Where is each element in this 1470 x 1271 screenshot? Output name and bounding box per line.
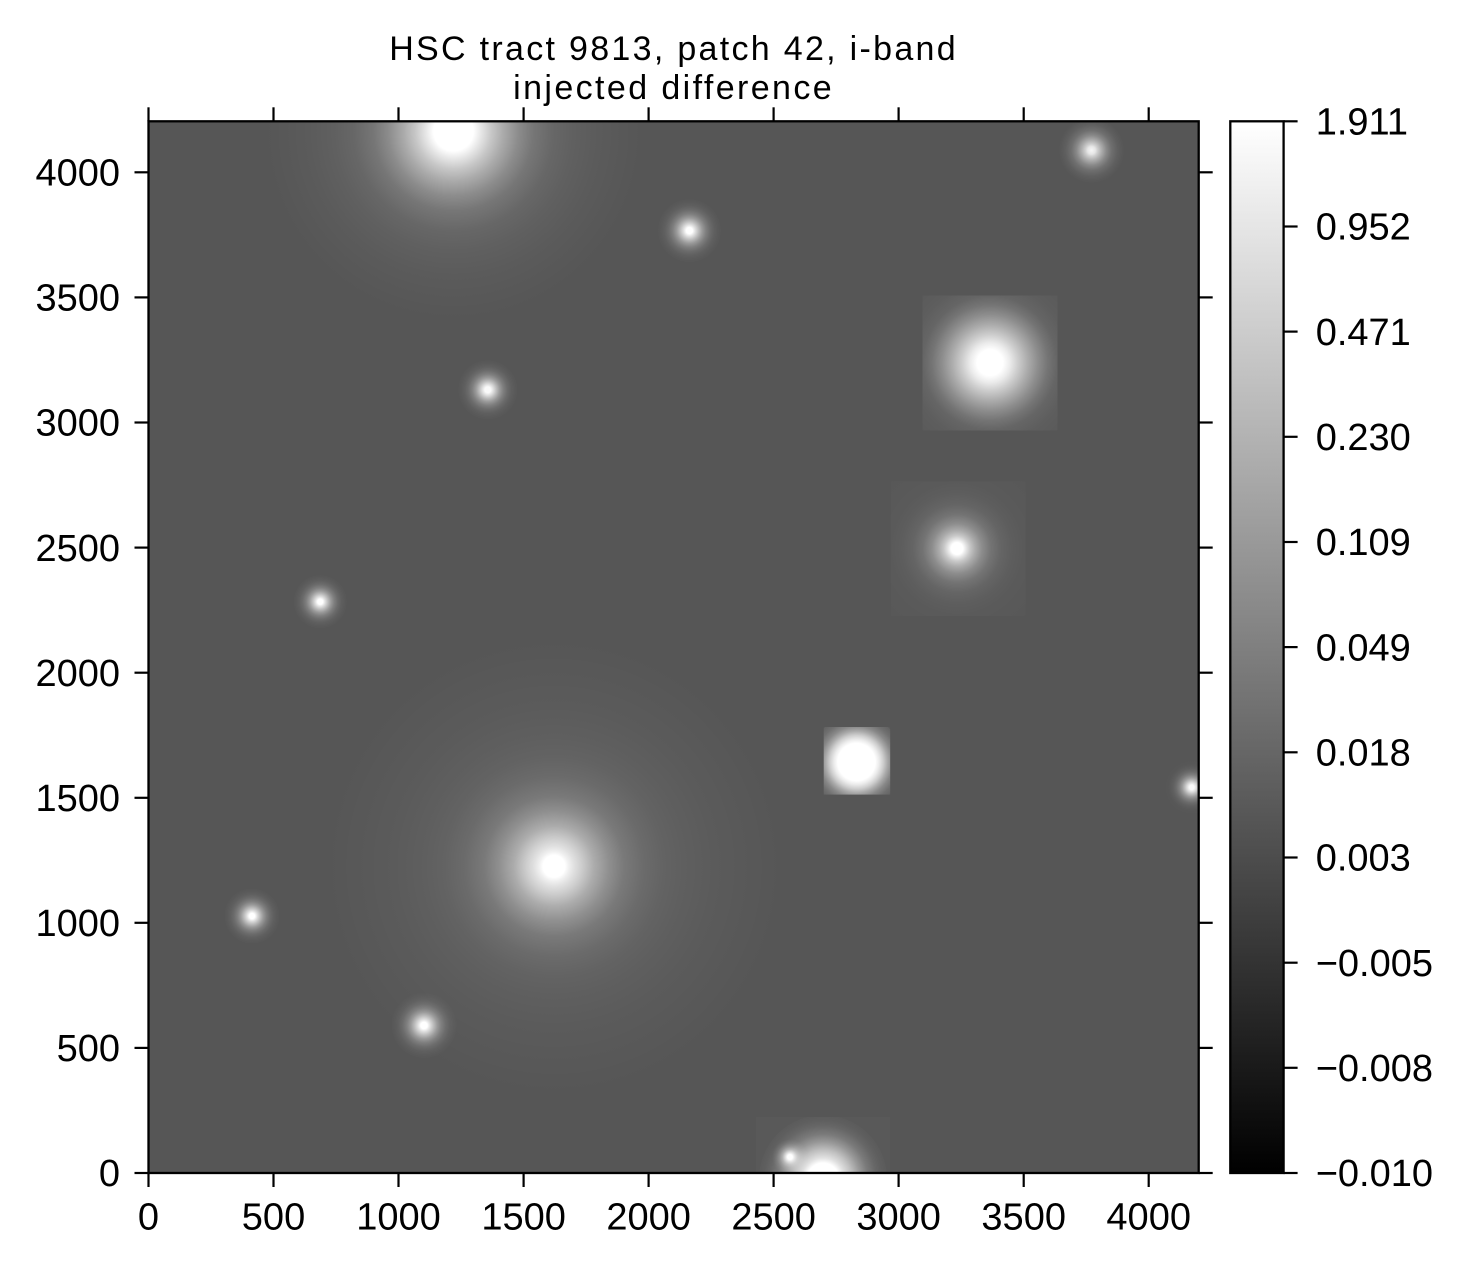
- svg-text:2000: 2000: [35, 653, 120, 695]
- svg-text:injected difference: injected difference: [513, 69, 834, 107]
- svg-text:1000: 1000: [356, 1197, 441, 1239]
- svg-text:1000: 1000: [35, 903, 120, 945]
- svg-text:3000: 3000: [856, 1197, 941, 1239]
- svg-text:−0.010: −0.010: [1316, 1153, 1433, 1195]
- svg-text:4000: 4000: [1106, 1197, 1191, 1239]
- svg-text:3500: 3500: [981, 1197, 1066, 1239]
- svg-text:0: 0: [99, 1153, 120, 1195]
- svg-text:2500: 2500: [731, 1197, 816, 1239]
- svg-text:0.109: 0.109: [1316, 522, 1411, 564]
- svg-text:1.911: 1.911: [1316, 102, 1408, 144]
- svg-text:1500: 1500: [481, 1197, 566, 1239]
- svg-text:0.471: 0.471: [1316, 312, 1411, 354]
- svg-text:0.049: 0.049: [1316, 627, 1411, 669]
- svg-text:HSC tract 9813, patch 42, i-ba: HSC tract 9813, patch 42, i-band: [389, 30, 958, 68]
- svg-text:0.952: 0.952: [1316, 207, 1411, 249]
- svg-text:500: 500: [57, 1028, 120, 1070]
- svg-text:1500: 1500: [35, 778, 120, 820]
- svg-text:−0.005: −0.005: [1316, 943, 1433, 985]
- svg-text:−0.008: −0.008: [1316, 1048, 1433, 1090]
- svg-text:0.003: 0.003: [1316, 838, 1411, 880]
- svg-text:3500: 3500: [35, 278, 120, 320]
- svg-text:3000: 3000: [35, 403, 120, 445]
- svg-text:0.230: 0.230: [1316, 417, 1411, 459]
- svg-text:2000: 2000: [606, 1197, 691, 1239]
- svg-text:0.018: 0.018: [1316, 733, 1411, 775]
- svg-text:0: 0: [138, 1197, 159, 1239]
- svg-text:2500: 2500: [35, 528, 120, 570]
- svg-text:4000: 4000: [35, 153, 120, 195]
- svg-text:500: 500: [242, 1197, 305, 1239]
